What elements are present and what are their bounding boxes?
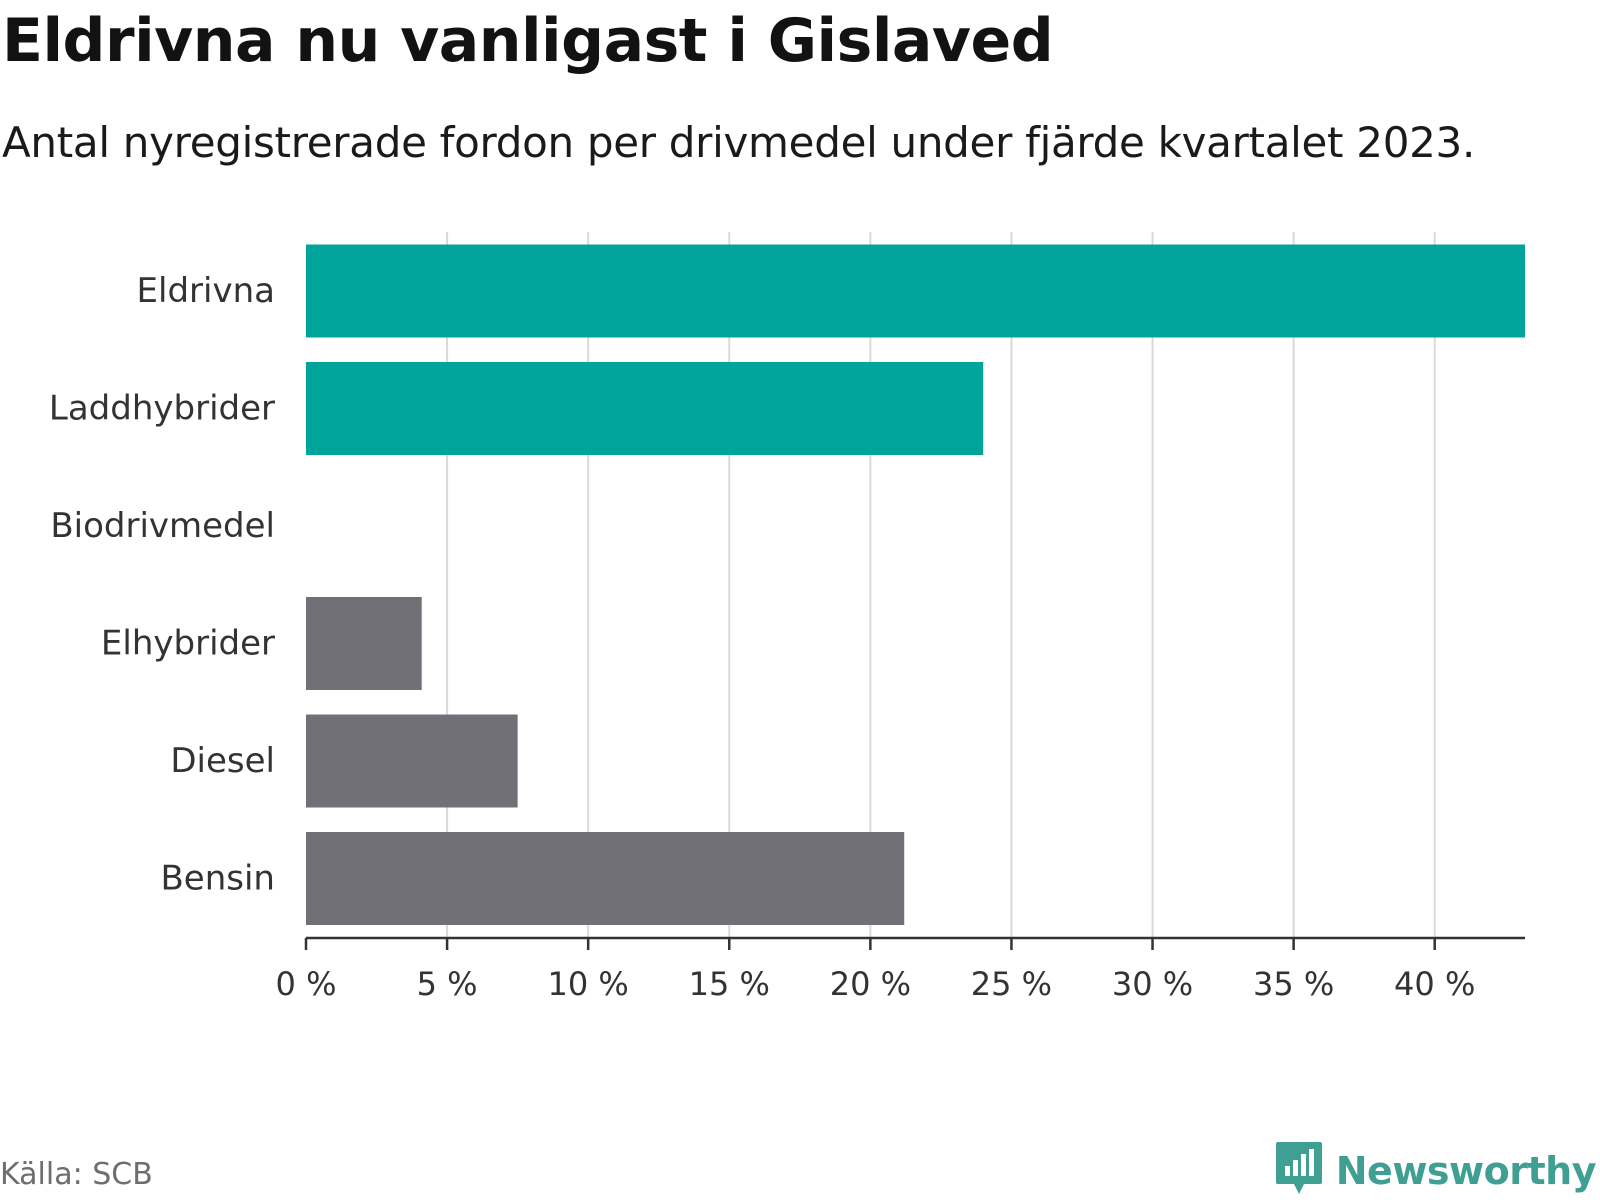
newsworthy-logo-icon	[1274, 1140, 1324, 1202]
category-label-biodrivmedel: Biodrivmedel	[50, 506, 275, 546]
chart-subtitle: Antal nyregistrerade fordon per drivmede…	[2, 118, 1476, 167]
source-note: Källa: SCB	[0, 1157, 153, 1192]
x-tick-label-40: 40 %	[1394, 965, 1475, 1003]
bar-elhybrider	[306, 597, 422, 690]
category-label-eldrivna: Eldrivna	[137, 271, 275, 311]
x-tick-label-15: 15 %	[689, 965, 770, 1003]
brand-logo: Newsworthy	[1274, 1140, 1597, 1202]
x-axis: 0 % 5 % 10 % 15 % 20 % 25 % 30 % 35 % 40 %	[276, 936, 1525, 1003]
x-tick-label-0: 0 %	[276, 965, 337, 1003]
bar-laddhybrider	[306, 362, 984, 455]
chart-title: Eldrivna nu vanligast i Gislaved	[2, 6, 1054, 76]
x-tick-label-35: 35 %	[1253, 965, 1334, 1003]
x-tick-label-25: 25 %	[971, 965, 1052, 1003]
bar-chart: Eldrivna Laddhybrider Biodrivmedel Elhybrid…	[49, 232, 1525, 1003]
x-tick-label-5: 5 %	[417, 965, 478, 1003]
bars	[306, 244, 1525, 925]
bar-diesel	[306, 714, 518, 808]
category-labels: Eldrivna Laddhybrider Biodrivmedel Elhybrid…	[49, 271, 275, 899]
gridlines	[446, 232, 1436, 938]
brand-name: Newsworthy	[1335, 1149, 1597, 1193]
category-label-bensin: Bensin	[160, 859, 275, 899]
bar-bensin	[306, 832, 905, 925]
category-label-diesel: Diesel	[170, 741, 275, 781]
category-label-laddhybrider: Laddhybrider	[49, 389, 275, 429]
category-label-elhybrider: Elhybrider	[101, 624, 275, 664]
bar-eldrivna	[306, 244, 1525, 338]
x-tick-label-10: 10 %	[548, 965, 629, 1003]
x-tick-label-20: 20 %	[830, 965, 911, 1003]
x-tick-label-30: 30 %	[1112, 965, 1193, 1003]
